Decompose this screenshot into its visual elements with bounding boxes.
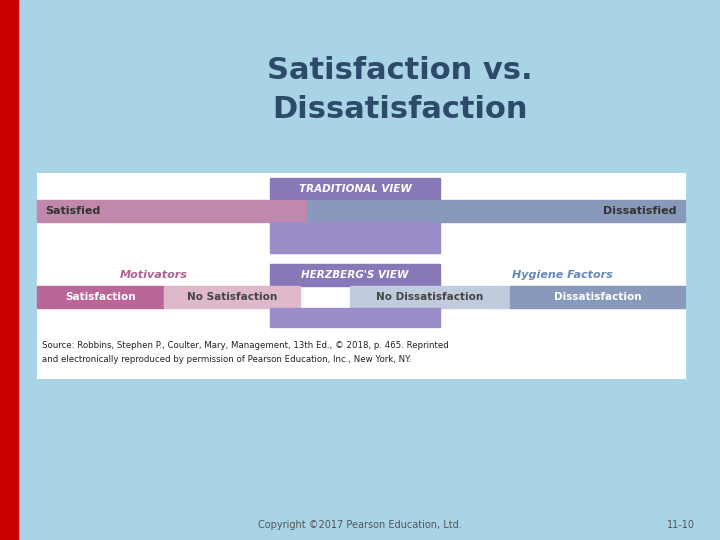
Text: Hygiene Factors: Hygiene Factors <box>512 270 613 280</box>
Bar <box>37 286 164 308</box>
Text: Satisfaction: Satisfaction <box>66 292 136 302</box>
Text: Dissatisfied: Dissatisfied <box>603 206 677 216</box>
Bar <box>270 264 440 286</box>
Text: Motivators: Motivators <box>120 270 187 280</box>
Text: and electronically reproduced by permission of Pearson Education, Inc., New York: and electronically reproduced by permiss… <box>42 354 411 363</box>
Text: TRADITIONAL VIEW: TRADITIONAL VIEW <box>299 184 411 194</box>
Text: HERZBERG'S VIEW: HERZBERG'S VIEW <box>301 270 409 280</box>
Text: Copyright ©2017 Pearson Education, Ltd.: Copyright ©2017 Pearson Education, Ltd. <box>258 520 462 530</box>
Text: 11-10: 11-10 <box>667 520 695 530</box>
Text: Satisfied: Satisfied <box>45 206 100 216</box>
Bar <box>164 286 300 308</box>
Bar <box>350 286 510 308</box>
Bar <box>37 173 685 378</box>
Bar <box>307 200 685 222</box>
Bar <box>37 200 307 222</box>
Bar <box>270 308 440 345</box>
Text: No Dissatisfaction: No Dissatisfaction <box>377 292 484 302</box>
Text: Dissatisfaction: Dissatisfaction <box>554 292 642 302</box>
Bar <box>270 222 440 253</box>
Text: No Satisfaction: No Satisfaction <box>187 292 277 302</box>
Bar <box>270 178 440 200</box>
Bar <box>37 328 685 378</box>
Bar <box>510 286 685 308</box>
Bar <box>0 0 18 540</box>
Text: Source: Robbins, Stephen P., Coulter, Mary, Management, 13th Ed., © 2018, p. 465: Source: Robbins, Stephen P., Coulter, Ma… <box>42 341 449 349</box>
Text: Satisfaction vs.
Dissatisfaction: Satisfaction vs. Dissatisfaction <box>267 56 533 124</box>
